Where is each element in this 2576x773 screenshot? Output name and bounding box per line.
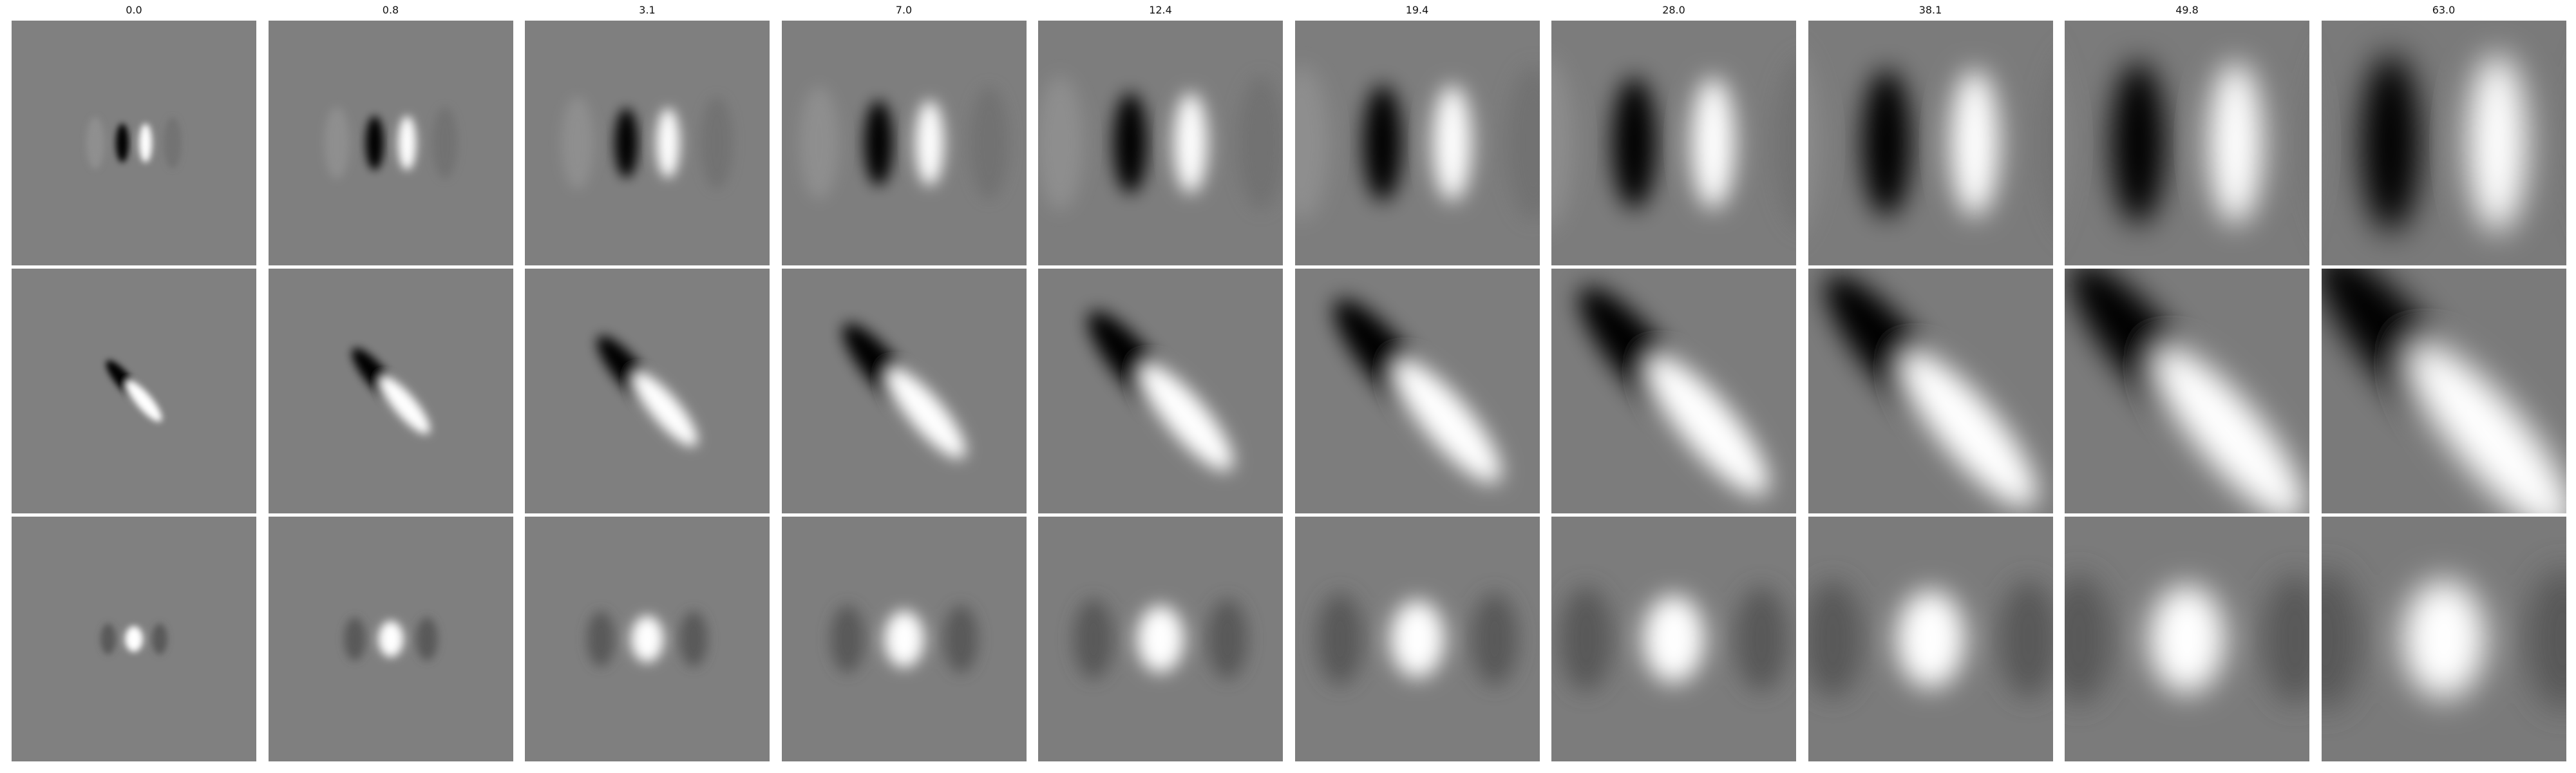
image-panel <box>1294 517 1540 761</box>
image-panel <box>12 269 256 513</box>
column-title: 19.4 <box>1405 4 1429 16</box>
column-title: 28.0 <box>1662 4 1685 16</box>
image-panel <box>1551 269 1796 513</box>
image-panel <box>12 517 256 761</box>
image-panel <box>2065 269 2309 513</box>
image-panel <box>2065 517 2309 761</box>
image-panel <box>781 269 1027 513</box>
column-title: 0.8 <box>382 4 399 16</box>
image-panel <box>12 21 256 265</box>
image-panel <box>1038 517 1283 761</box>
image-panel <box>781 517 1027 761</box>
column-title: 7.0 <box>895 4 913 16</box>
image-panel <box>1808 21 2053 265</box>
image-panel <box>1551 517 1796 761</box>
image-panel <box>2321 269 2566 513</box>
image-panel <box>525 517 770 761</box>
image-panel <box>2321 21 2566 265</box>
image-panel <box>268 517 513 761</box>
column-title: 38.1 <box>1918 4 1942 16</box>
image-panel <box>1808 517 2053 761</box>
column-title: 63.0 <box>2432 4 2456 16</box>
column-title: 3.1 <box>639 4 656 16</box>
image-panel <box>2065 21 2309 265</box>
image-panel <box>1038 269 1283 513</box>
image-panel <box>1038 21 1283 265</box>
image-panel <box>1808 269 2053 513</box>
image-panel <box>268 21 513 265</box>
image-panel <box>525 269 770 513</box>
image-panel <box>1294 21 1540 265</box>
column-title: 0.0 <box>126 4 142 16</box>
column-title: 49.8 <box>2175 4 2199 16</box>
image-panel <box>525 21 770 265</box>
image-panel <box>1551 21 1796 265</box>
image-panel <box>268 269 513 513</box>
image-panel <box>781 21 1027 265</box>
column-title: 12.4 <box>1149 4 1172 16</box>
image-panel <box>2321 517 2566 761</box>
image-panel <box>1294 269 1540 513</box>
